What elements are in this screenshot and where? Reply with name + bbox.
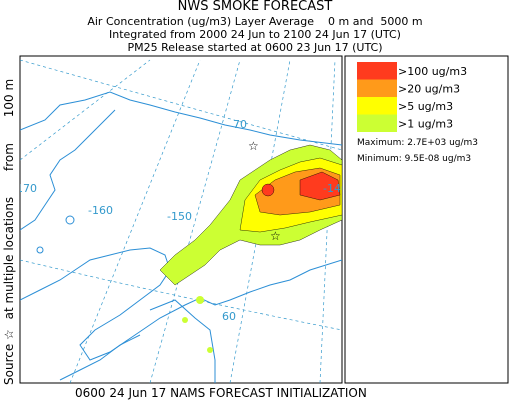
side-label-part: Source ☆ [2,329,16,385]
side-label-part: 100 m [2,79,16,117]
map: ☆ ☆ 70 -170 -160 -150 -140 60 [12,55,348,384]
subtitle: PM25 Release started at 0600 23 Jun 17 (… [127,41,382,54]
side-label-part: from [2,143,16,171]
maximum: Maximum: 2.7E+03 ug/m3 [357,138,478,148]
legend-swatch [357,79,397,97]
legend-label: >1 ug/m3 [398,118,453,131]
legend-swatch [357,62,397,80]
map-label: -170 [12,182,37,195]
legend-label: >5 ug/m3 [398,100,453,113]
legend-swatch [357,114,397,132]
map-label: 60 [222,310,236,323]
svg-text:☆: ☆ [248,139,259,153]
legend: Maximum: 2.7E+03 ug/m3 Minimum: 9.5E-08 … [344,55,509,384]
map-label: -140 [323,182,348,195]
map-label: -160 [88,204,113,217]
subtitle: Air Concentration (ug/m3) Layer Average … [87,15,422,28]
side-label: Source ☆ at multiple locations from 100 … [2,79,16,385]
title: NWS SMOKE FORECAST [178,0,333,14]
footer: 0600 24 Jun 17 NAMS FORECAST INITIALIZAT… [75,386,367,400]
legend-swatch [357,97,397,115]
minimum: Minimum: 9.5E-08 ug/m3 [357,154,471,164]
subtitle: Integrated from 2000 24 Jun to 2100 24 J… [109,28,401,41]
side-label-part: at multiple locations [2,197,16,320]
svg-text:☆: ☆ [270,229,281,243]
legend-label: >20 ug/m3 [398,83,460,96]
legend-label: >100 ug/m3 [398,65,467,78]
map-label: 70 [233,118,247,131]
map-label: -150 [167,210,192,223]
